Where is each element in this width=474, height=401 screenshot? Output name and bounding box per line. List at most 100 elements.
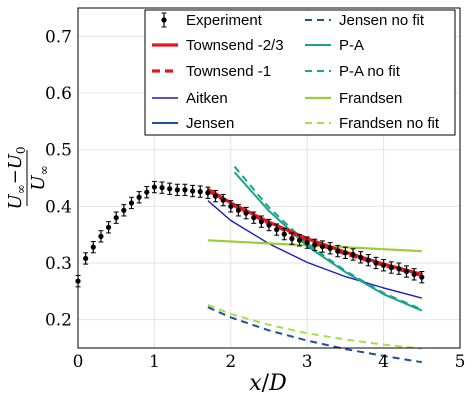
experiment-point — [304, 236, 310, 249]
legend-label: P-A no fit — [339, 63, 401, 80]
x-tick-label: 2 — [225, 352, 236, 372]
experiment-point — [98, 230, 104, 243]
y-tick-label: 0.3 — [45, 254, 72, 274]
experiment-point — [335, 244, 341, 258]
experiment-point — [419, 271, 425, 284]
experiment-point — [105, 221, 112, 234]
x-tick-label: 3 — [302, 352, 313, 372]
experiment-point — [403, 265, 410, 278]
series-line-p-a — [233, 171, 423, 312]
y-label-minus: − — [5, 169, 26, 184]
legend-box — [144, 9, 456, 136]
experiment-point — [174, 183, 180, 197]
legend-label: Townsend -2/3 — [186, 37, 284, 54]
series-layer — [207, 166, 423, 364]
legend-item-experiment: Experiment — [161, 12, 263, 29]
experiment-point — [274, 223, 280, 236]
legend-label: Jensen — [186, 115, 234, 132]
legend-label: Townsend -1 — [186, 63, 271, 80]
y-tick-label: 0.5 — [45, 141, 72, 161]
legend-label: Experiment — [186, 12, 263, 29]
legend-label: Aitken — [186, 90, 228, 107]
tick-labels: 0 1 2 3 4 5 0.2 0.3 0.4 0.5 0.6 0.7 — [45, 27, 465, 372]
y-label-u-inf: U — [5, 194, 26, 210]
experiment-point — [90, 240, 96, 254]
experiment-point — [190, 184, 196, 198]
experiment-point — [327, 242, 333, 255]
experiment-point — [144, 186, 150, 199]
legend-item-jensen: Jensen — [152, 115, 234, 132]
series-line-frandsen-no-fit — [207, 303, 422, 350]
experiment-point — [289, 232, 295, 245]
series-line-p-a-no-fit — [233, 166, 423, 311]
experiment-point — [281, 227, 287, 241]
experiment-point — [350, 248, 356, 261]
legend-item-townsend-2-3: Townsend -2/3 — [152, 37, 284, 54]
experiment-point — [373, 256, 379, 270]
legend-label: Frandsen no fit — [339, 115, 440, 132]
experiment-point — [136, 191, 142, 204]
legend-item-townsend-1: Townsend -1 — [152, 63, 271, 80]
experiment-point — [197, 185, 203, 198]
legend: Experiment Townsend -2/3 Townsend -1 Aitken… — [144, 9, 456, 136]
experiment-point — [312, 238, 318, 252]
y-label-sub0: 0 — [14, 146, 28, 154]
experiment-point — [258, 215, 264, 228]
legend-item-p-a: P-A — [305, 37, 364, 54]
x-tick-label: 0 — [73, 352, 84, 372]
experiment-point — [220, 193, 226, 207]
x-axis-label-x: x — [249, 371, 262, 396]
legend-label: P-A — [339, 37, 364, 54]
legend-item-jensen-no-fit: Jensen no fit — [305, 12, 425, 29]
svg-text:U∞: U∞ — [28, 165, 51, 190]
experiment-point — [396, 262, 402, 275]
legend-item-frandsen: Frandsen — [305, 90, 402, 107]
experiment-point — [365, 254, 371, 267]
series-line-jensen-no-fit — [207, 306, 422, 364]
series-line-aitken — [207, 200, 422, 299]
experiment-point — [128, 196, 135, 210]
experiment-point — [151, 180, 157, 194]
legend-item-aitken: Aitken — [152, 90, 228, 107]
legend-item-frandsen-no-fit: Frandsen no fit — [305, 115, 440, 132]
svg-text:U∞−U0: U∞−U0 — [5, 146, 28, 209]
experiment-point — [113, 211, 119, 224]
experiment-point — [121, 204, 127, 217]
y-axis-label: U∞−U0 U∞ — [5, 146, 51, 209]
y-tick-label: 0.2 — [45, 311, 72, 331]
experiment-point — [319, 240, 326, 253]
experiment-point — [266, 218, 272, 232]
experiment-point — [83, 252, 89, 265]
y-label-den-sub: ∞ — [37, 165, 51, 175]
x-tick-label: 1 — [149, 352, 160, 372]
experiment-point — [205, 186, 211, 199]
legend-label: Frandsen — [339, 90, 402, 107]
y-tick-label: 0.7 — [45, 27, 72, 47]
experiment-points — [75, 180, 425, 288]
experiment-point — [167, 182, 173, 195]
y-tick-label: 0.4 — [45, 197, 72, 217]
y-label-sub-inf: ∞ — [14, 184, 28, 194]
y-label-u0: U — [5, 153, 26, 169]
plot-frame — [77, 7, 461, 349]
experiment-point — [228, 200, 234, 213]
experiment-point — [182, 183, 188, 197]
svg-text:x/D: x/D — [249, 371, 287, 396]
y-label-den: U — [28, 175, 49, 191]
y-tick-label: 0.6 — [45, 84, 72, 104]
experiment-point — [342, 246, 348, 259]
experiment-point — [411, 268, 417, 281]
x-tick-label: 4 — [378, 352, 389, 372]
experiment-point — [235, 204, 242, 217]
experiment-point — [358, 251, 364, 264]
legend-item-p-a-no-fit: P-A no fit — [305, 63, 401, 80]
experiment-point — [212, 189, 219, 203]
legend-label: Jensen no fit — [339, 12, 425, 29]
experiment-point — [251, 211, 257, 224]
experiment-point — [388, 261, 394, 274]
experiment-point — [296, 234, 303, 247]
experiment-point — [381, 259, 387, 272]
x-axis-label-d: D — [268, 371, 287, 396]
x-axis-label: x/D — [249, 371, 287, 396]
